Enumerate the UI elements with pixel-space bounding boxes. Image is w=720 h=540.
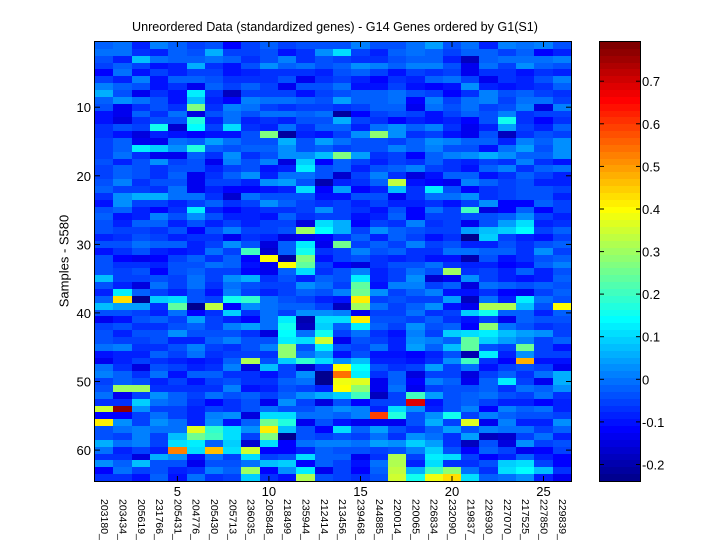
svg-text:40: 40 — [77, 306, 91, 321]
svg-text:0.1: 0.1 — [642, 330, 660, 345]
svg-text:25: 25 — [536, 484, 550, 499]
svg-text:205430_: 205430_ — [208, 499, 220, 540]
svg-text:10: 10 — [262, 484, 276, 499]
svg-text:217525_: 217525_ — [519, 499, 531, 540]
svg-text:5: 5 — [174, 484, 181, 499]
svg-text:235944_: 235944_ — [300, 499, 312, 540]
svg-text:244885_: 244885_ — [373, 499, 385, 540]
svg-text:-0.2: -0.2 — [642, 458, 664, 473]
svg-text:218499_: 218499_ — [281, 499, 293, 540]
svg-text:Unreordered Data (standardized: Unreordered Data (standardized genes) - … — [132, 20, 538, 34]
svg-text:220065_: 220065_ — [409, 499, 421, 540]
svg-text:226930_: 226930_ — [483, 499, 495, 540]
svg-text:15: 15 — [353, 484, 367, 499]
svg-text:232090_: 232090_ — [446, 499, 458, 540]
svg-text:20: 20 — [445, 484, 459, 499]
svg-text:0.7: 0.7 — [642, 74, 660, 89]
svg-text:30: 30 — [77, 237, 91, 252]
svg-text:Samples - S580: Samples - S580 — [57, 215, 72, 308]
svg-text:60: 60 — [77, 443, 91, 458]
svg-text:204776_: 204776_ — [190, 499, 202, 540]
svg-text:220014_: 220014_ — [391, 499, 403, 540]
svg-text:0.5: 0.5 — [642, 159, 660, 174]
svg-text:205713_: 205713_ — [226, 499, 238, 540]
svg-text:10: 10 — [77, 100, 91, 115]
svg-text:0.2: 0.2 — [642, 287, 660, 302]
svg-text:0.6: 0.6 — [642, 117, 660, 132]
svg-text:20: 20 — [77, 169, 91, 184]
svg-text:213456_: 213456_ — [336, 499, 348, 540]
svg-text:205848_: 205848_ — [263, 499, 275, 540]
svg-text:212414_: 212414_ — [318, 499, 330, 540]
svg-text:219837_: 219837_ — [464, 499, 476, 540]
svg-text:203180_: 203180_ — [98, 499, 110, 540]
svg-text:0.4: 0.4 — [642, 202, 660, 217]
svg-text:-0.1: -0.1 — [642, 415, 664, 430]
svg-text:231766_: 231766_ — [153, 499, 165, 540]
svg-text:205619_: 205619_ — [135, 499, 147, 540]
svg-text:227070_: 227070_ — [501, 499, 513, 540]
svg-text:205431_: 205431_ — [171, 499, 183, 540]
svg-text:203434_: 203434_ — [117, 499, 129, 540]
svg-text:229839_: 229839_ — [556, 499, 568, 540]
svg-text:0.3: 0.3 — [642, 245, 660, 260]
svg-text:236035_: 236035_ — [245, 499, 257, 540]
svg-text:227850_: 227850_ — [538, 499, 550, 540]
svg-text:50: 50 — [77, 375, 91, 390]
svg-text:239468_: 239468_ — [355, 499, 367, 540]
svg-text:0: 0 — [642, 372, 649, 387]
svg-text:226834_: 226834_ — [428, 499, 440, 540]
